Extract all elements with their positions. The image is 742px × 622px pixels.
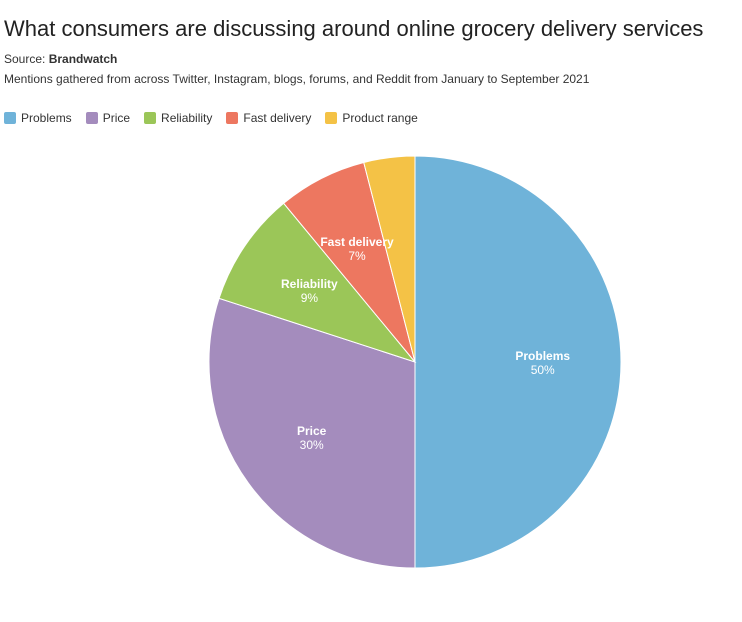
- slice-label-price: Price: [297, 424, 327, 438]
- source-name: Brandwatch: [48, 52, 118, 66]
- legend-item-reliability[interactable]: Reliability: [144, 111, 212, 125]
- legend: Problems Price Reliability Fast delivery…: [4, 111, 418, 125]
- chart-source: Source: Brandwatch: [4, 52, 117, 66]
- legend-label-problems: Problems: [21, 111, 72, 125]
- slice-value-reliability: 9%: [301, 291, 319, 305]
- pie-slice-product-range[interactable]: [363, 155, 416, 363]
- legend-item-problems[interactable]: Problems: [4, 111, 72, 125]
- pie-slices: [208, 155, 622, 569]
- legend-swatch-product-range: [325, 112, 338, 124]
- legend-label-price: Price: [102, 111, 131, 125]
- slice-value-problems: 50%: [531, 363, 555, 377]
- legend-label-fast-delivery: Fast delivery: [243, 111, 312, 125]
- slice-label-problems: Problems: [515, 349, 570, 363]
- pie-slice-price[interactable]: [208, 297, 416, 569]
- source-prefix: Source:: [4, 52, 49, 66]
- legend-label-product-range: Product range: [342, 111, 418, 125]
- pie-slice-problems[interactable]: [414, 155, 622, 569]
- slice-label-reliability: Reliability: [281, 277, 338, 291]
- legend-label-reliability: Reliability: [161, 111, 213, 125]
- legend-swatch-reliability: [144, 112, 157, 124]
- legend-swatch-fast-delivery: [226, 112, 239, 124]
- pie-slice-reliability[interactable]: [218, 202, 417, 364]
- chart-subtitle: Mentions gathered from across Twitter, I…: [4, 72, 590, 86]
- chart-title: What consumers are discussing around onl…: [4, 16, 704, 41]
- legend-item-product-range[interactable]: Product range: [325, 111, 418, 125]
- legend-swatch-problems: [4, 112, 16, 124]
- legend-item-fast-delivery[interactable]: Fast delivery: [226, 111, 311, 125]
- legend-item-price[interactable]: Price: [85, 111, 131, 125]
- slice-value-fast-delivery: 7%: [348, 249, 366, 263]
- legend-swatch-price: [85, 112, 98, 124]
- slice-label-fast-delivery: Fast delivery: [320, 235, 394, 249]
- slice-value-price: 30%: [300, 438, 324, 452]
